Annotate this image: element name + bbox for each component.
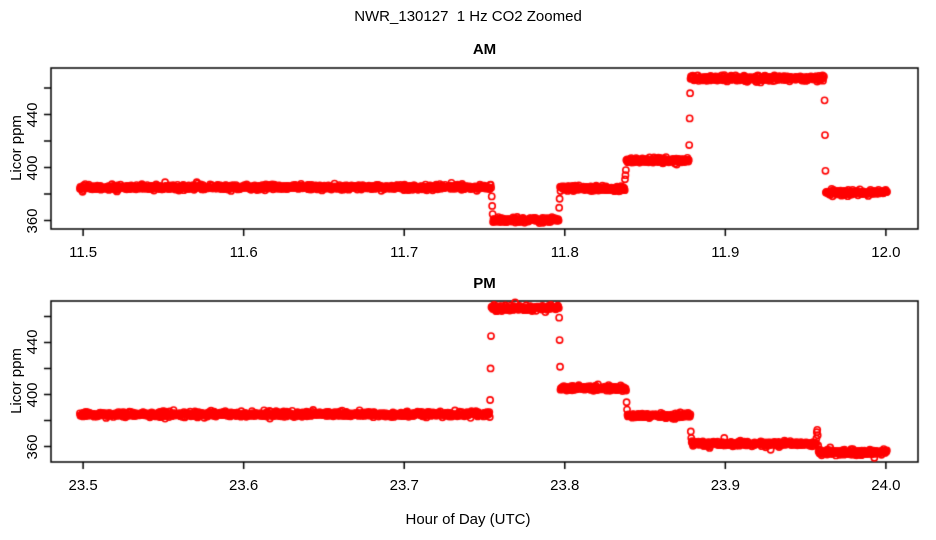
am-y-tick-label: 400 (24, 154, 41, 181)
am-y-axis-label: Licor ppm (8, 115, 25, 181)
am-x-tick-label: 11.8 (550, 244, 579, 261)
pm-x-tick-label: 23.5 (68, 477, 98, 494)
am-y-tick-label: 360 (24, 208, 41, 234)
am-x-tick-label: 11.7 (390, 244, 419, 261)
pm-x-tick-label: 23.9 (710, 477, 740, 494)
am-panel-title: AM (472, 41, 497, 58)
am-x-tick-label: 11.5 (69, 244, 98, 261)
pm-x-tick-label: 23.8 (550, 477, 580, 494)
pm-x-tick-label: 23.7 (389, 477, 419, 494)
pm-y-tick-label: 440 (24, 329, 41, 355)
pm-x-tick-label: 23.6 (229, 477, 259, 494)
x-axis-label: Hour of Day (UTC) (405, 511, 531, 528)
pm-y-tick-label: 360 (24, 434, 41, 460)
pm-y-axis-label: Licor ppm (8, 348, 25, 414)
am-x-tick-label: 12.0 (871, 244, 901, 261)
pm-x-tick-label: 24.0 (871, 477, 901, 494)
am-x-tick-label: 11.6 (229, 244, 258, 261)
pm-y-tick-label: 400 (24, 381, 41, 408)
pm-panel-title: PM (473, 275, 496, 292)
am-y-tick-label: 440 (24, 101, 41, 128)
figure-title: NWR_130127 1 Hz CO2 Zoomed (354, 8, 582, 25)
am-x-tick-label: 11.9 (711, 244, 740, 261)
